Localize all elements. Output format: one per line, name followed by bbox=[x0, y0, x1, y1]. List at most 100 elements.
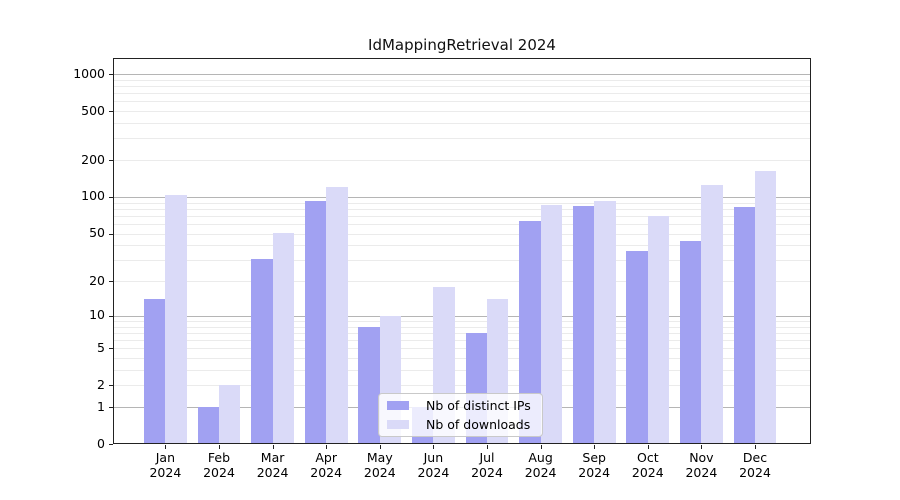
gridline-minor bbox=[113, 348, 811, 350]
y-tick-mark bbox=[109, 385, 113, 387]
x-tick-year: 2024 bbox=[578, 464, 611, 480]
legend-entry-distinct-ips: Nb of distinct IPs bbox=[379, 397, 542, 414]
y-tick-mark bbox=[109, 281, 113, 283]
x-tick-month: Jul bbox=[479, 450, 495, 466]
y-tick-label: 2 bbox=[97, 376, 105, 392]
bar-jan-downloads bbox=[165, 194, 187, 445]
x-tick-label: Apr 2024 bbox=[299, 451, 353, 480]
gridline-minor bbox=[113, 223, 811, 225]
gridline-minor bbox=[113, 111, 811, 113]
bar-apr-distinct-ips bbox=[304, 200, 327, 445]
x-tick-year: 2024 bbox=[417, 464, 450, 480]
x-tick-mark bbox=[487, 444, 488, 449]
gridline-minor bbox=[113, 358, 811, 360]
x-tick-label: Jun 2024 bbox=[406, 451, 460, 480]
x-tick-month: Jun bbox=[423, 450, 444, 466]
gridline-minor bbox=[113, 93, 811, 95]
bar-nov-distinct-ips bbox=[680, 241, 702, 445]
bar-dec-downloads bbox=[755, 171, 777, 445]
legend-entry-downloads: Nb of downloads bbox=[379, 416, 542, 433]
x-tick-mark bbox=[379, 444, 381, 449]
gridline-minor bbox=[113, 332, 811, 334]
gridline-minor bbox=[113, 160, 811, 162]
gridline-major bbox=[113, 315, 811, 317]
gridline-major bbox=[113, 196, 811, 198]
x-tick-year: 2024 bbox=[471, 464, 503, 480]
gridline-minor bbox=[113, 385, 811, 387]
x-tick-mark bbox=[326, 444, 328, 449]
legend-swatch-downloads bbox=[387, 420, 409, 430]
x-tick-month: Dec bbox=[742, 450, 768, 466]
x-tick-year: 2024 bbox=[363, 464, 396, 480]
bar-oct-downloads bbox=[647, 215, 670, 445]
gridline-minor bbox=[113, 233, 811, 235]
gridline-minor bbox=[113, 101, 811, 103]
x-tick-mark bbox=[755, 444, 756, 449]
legend-label-downloads: Nb of downloads bbox=[426, 417, 531, 433]
x-tick-month: Nov bbox=[689, 450, 714, 466]
x-tick-label: Aug 2024 bbox=[514, 451, 568, 480]
gridline-minor bbox=[113, 79, 811, 81]
y-tick-label: 50 bbox=[89, 225, 105, 241]
x-tick-month: Aug bbox=[528, 450, 553, 466]
y-tick-mark bbox=[109, 74, 113, 76]
x-tick-month: Jan bbox=[155, 450, 176, 466]
y-tick-mark bbox=[109, 196, 113, 198]
x-tick-year: 2024 bbox=[203, 464, 235, 480]
gridline-minor bbox=[113, 260, 811, 262]
gridline-minor bbox=[113, 123, 811, 125]
y-tick-label: 10 bbox=[89, 307, 105, 323]
legend-swatch-distinct-ips bbox=[387, 400, 409, 410]
y-tick-mark bbox=[109, 111, 113, 113]
x-tick-month: Mar bbox=[260, 450, 285, 466]
gridline-minor bbox=[113, 138, 811, 140]
bar-oct-distinct-ips bbox=[626, 250, 648, 445]
y-tick-label: 100 bbox=[81, 188, 105, 204]
x-tick-mark bbox=[540, 444, 542, 449]
x-tick-year: 2024 bbox=[149, 464, 182, 480]
y-tick-mark bbox=[109, 160, 113, 162]
bar-sep-downloads bbox=[594, 200, 616, 445]
y-tick-label: 1000 bbox=[73, 65, 105, 81]
y-tick-mark bbox=[109, 444, 113, 446]
bar-feb-downloads bbox=[219, 385, 241, 445]
bar-nov-downloads bbox=[701, 185, 723, 445]
bar-jan-distinct-ips bbox=[144, 299, 166, 445]
bar-aug-downloads bbox=[540, 204, 562, 445]
y-tick-label: 500 bbox=[81, 102, 105, 118]
x-tick-label: Nov 2024 bbox=[674, 451, 728, 480]
y-tick-mark bbox=[109, 233, 113, 235]
x-tick-mark bbox=[165, 444, 167, 449]
x-tick-month: Apr bbox=[315, 450, 337, 466]
bar-mar-distinct-ips bbox=[251, 258, 273, 445]
y-tick-mark bbox=[109, 407, 113, 409]
x-tick-label: Jul 2024 bbox=[460, 451, 514, 480]
y-tick-label: 200 bbox=[81, 151, 105, 167]
y-tick-mark bbox=[109, 315, 113, 317]
x-tick-label: Feb 2024 bbox=[192, 451, 246, 480]
gridline-minor bbox=[113, 281, 811, 283]
y-tick-label: 20 bbox=[89, 272, 105, 288]
gridline-minor bbox=[113, 85, 811, 87]
gridline-minor bbox=[113, 320, 811, 322]
gridline-minor bbox=[113, 215, 811, 217]
chart-title: IdMappingRetrieval 2024 bbox=[368, 36, 556, 54]
gridline-major bbox=[113, 74, 811, 76]
x-tick-year: 2024 bbox=[685, 464, 718, 480]
x-tick-year: 2024 bbox=[310, 464, 343, 480]
bar-sep-distinct-ips bbox=[572, 206, 595, 445]
x-tick-mark bbox=[219, 444, 220, 449]
x-tick-label: May 2024 bbox=[353, 451, 407, 480]
x-tick-year: 2024 bbox=[739, 464, 771, 480]
x-tick-label: Oct 2024 bbox=[621, 451, 675, 480]
x-tick-month: Feb bbox=[207, 450, 231, 466]
gridline-minor bbox=[113, 245, 811, 247]
y-tick-label: 0 bbox=[97, 435, 105, 451]
y-tick-mark bbox=[109, 348, 113, 350]
x-tick-label: Jan 2024 bbox=[138, 451, 192, 480]
gridline-minor bbox=[113, 208, 811, 210]
bar-feb-distinct-ips bbox=[197, 407, 219, 445]
gridline-minor bbox=[113, 202, 811, 204]
x-tick-mark bbox=[433, 444, 435, 449]
